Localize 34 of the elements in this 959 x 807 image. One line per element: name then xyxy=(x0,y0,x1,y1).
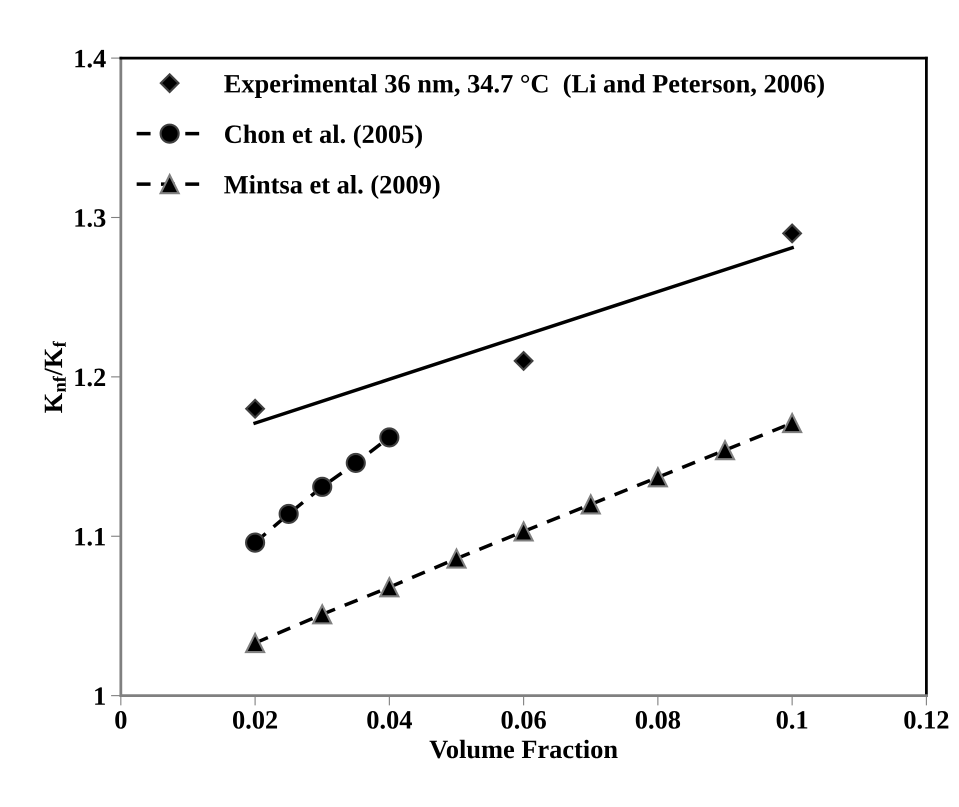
point xyxy=(245,632,266,654)
x-tick-label: 0.04 xyxy=(367,710,412,729)
point xyxy=(714,440,736,460)
y-axis-title: K$_{nf}$/K$_{f}$ xyxy=(44,341,66,413)
point xyxy=(379,427,400,448)
x-tick-label: 0.02 xyxy=(233,710,278,729)
point xyxy=(446,548,467,569)
point xyxy=(245,532,266,553)
y-tick-label: 1.3 xyxy=(75,209,106,228)
y-tick-label: 1.4 xyxy=(75,50,106,68)
point xyxy=(514,521,534,542)
x-tick-label: 0.1 xyxy=(776,710,808,729)
x-tick-label: 0.12 xyxy=(904,710,948,729)
point xyxy=(648,467,668,488)
x-tick-label: 0.08 xyxy=(636,710,680,729)
point xyxy=(782,224,802,244)
point xyxy=(312,476,332,497)
point xyxy=(312,604,332,624)
point xyxy=(379,577,400,598)
legend-label: Mintsa et al. (2009) xyxy=(224,175,440,199)
x-axis-title: Volume Fraction xyxy=(429,740,618,758)
point xyxy=(580,494,601,514)
point xyxy=(278,504,299,524)
x-tick-label: 0.06 xyxy=(502,710,546,729)
point xyxy=(782,413,802,434)
y-tick-label: 1.1 xyxy=(75,528,105,546)
x-tick-label: 0 xyxy=(115,710,126,729)
point xyxy=(245,398,265,419)
point xyxy=(346,452,366,474)
legend-label: Chon et al. (2005) xyxy=(225,124,422,149)
legend-label: Experimental 36 nm, 34.7 °C (Li and Peterson, 2006) xyxy=(224,74,824,98)
y-tick-label: 1.2 xyxy=(75,368,106,386)
point xyxy=(514,351,534,371)
y-tick-label: 1 xyxy=(95,687,105,705)
